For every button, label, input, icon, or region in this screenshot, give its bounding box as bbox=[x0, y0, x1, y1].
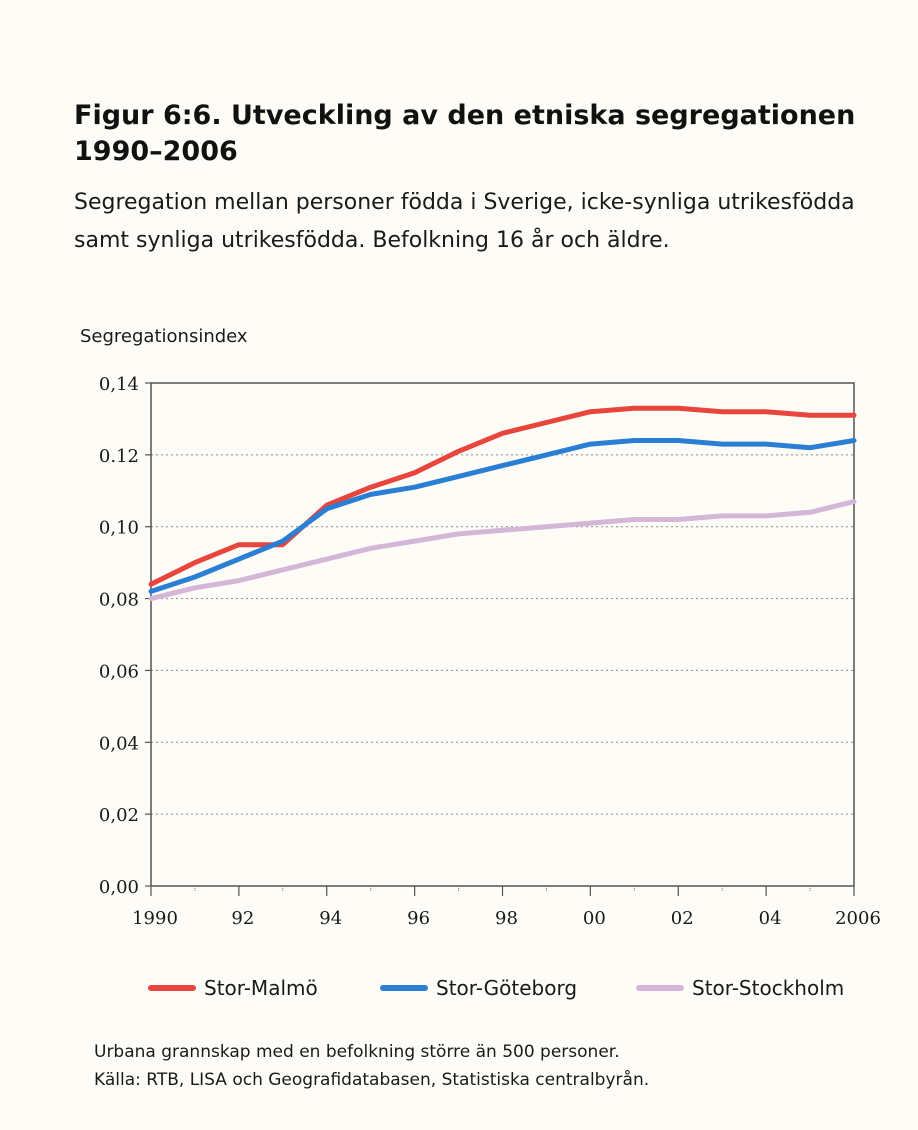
series-1-point-11 bbox=[632, 438, 637, 443]
series-0-point-11 bbox=[632, 406, 637, 411]
x-tick-label-6: 02 bbox=[671, 908, 694, 929]
legend-swatch-goteborg bbox=[380, 985, 428, 991]
legend-item-malmo: Stor-Malmö bbox=[148, 976, 318, 1000]
figure-subtitle: Segregation mellan personer födda i Sver… bbox=[74, 190, 855, 253]
series-1-point-8 bbox=[500, 463, 505, 468]
series-lines bbox=[148, 405, 857, 602]
x-tick-label-3: 96 bbox=[407, 908, 430, 929]
series-0-point-9 bbox=[544, 420, 549, 425]
line-chart: 0,00 0,02 0,04 0,06 0,08 0,10 0.12 0,14 1990 92 9… bbox=[99, 374, 881, 929]
series-0-point-7 bbox=[456, 449, 461, 454]
series-2-point-10 bbox=[588, 521, 593, 526]
y-tick-label-6: 0.12 bbox=[99, 446, 139, 467]
y-axis-label: Segregationsindex bbox=[80, 326, 248, 347]
series-0-point-0 bbox=[149, 582, 153, 587]
series-0-point-8 bbox=[500, 431, 505, 436]
series-0-point-13 bbox=[720, 409, 725, 414]
series-2-point-6 bbox=[412, 539, 417, 544]
x-tick-label-2: 94 bbox=[319, 908, 342, 929]
series-1-point-4 bbox=[324, 506, 329, 511]
source-text: Källa: RTB, LISA och Geografidatabasen, … bbox=[94, 1070, 650, 1090]
series-1-point-9 bbox=[544, 452, 549, 457]
y-tick-label-1: 0,02 bbox=[99, 805, 139, 826]
y-axis-ticks: 0,00 0,02 0,04 0,06 0,08 0,10 0.12 0,14 bbox=[99, 374, 151, 898]
series-0-point-15 bbox=[808, 413, 813, 418]
series-2-point-1 bbox=[192, 585, 197, 590]
series-2-point-0 bbox=[149, 596, 153, 601]
series-2-point-7 bbox=[456, 531, 461, 536]
series-2-point-11 bbox=[632, 517, 637, 522]
series-1-point-13 bbox=[720, 442, 725, 447]
legend-label-stockholm: Stor-Stockholm bbox=[692, 976, 845, 1000]
x-tick-label-1: 92 bbox=[231, 908, 254, 929]
legend-item-goteborg: Stor-Göteborg bbox=[380, 976, 577, 1000]
series-0-point-5 bbox=[368, 485, 373, 490]
series-1-point-0 bbox=[149, 589, 153, 594]
x-tick-label-4: 98 bbox=[495, 908, 518, 929]
series-0-point-2 bbox=[236, 542, 241, 547]
legend: Stor-Malmö Stor-Göteborg Stor-Stockholm bbox=[148, 976, 888, 1008]
series-2-point-5 bbox=[368, 546, 373, 551]
legend-item-stockholm: Stor-Stockholm bbox=[636, 976, 844, 1000]
series-0-point-14 bbox=[764, 409, 769, 414]
figure-title: Figur 6:6. Utveckling av den etniska seg… bbox=[74, 100, 856, 167]
series-1-point-16 bbox=[852, 438, 856, 443]
series-1-point-6 bbox=[412, 485, 417, 490]
series-2-point-14 bbox=[764, 513, 769, 518]
y-tick-label-4: 0,08 bbox=[99, 590, 139, 611]
y-tick-label-5: 0,10 bbox=[99, 518, 139, 539]
legend-label-goteborg: Stor-Göteborg bbox=[436, 976, 578, 1000]
series-0-point-10 bbox=[588, 409, 593, 414]
series-1-point-14 bbox=[764, 442, 769, 447]
legend-swatch-stockholm bbox=[636, 985, 684, 991]
x-tick-label-0: 1990 bbox=[132, 908, 178, 929]
series-0-point-12 bbox=[676, 406, 681, 411]
series-0-point-6 bbox=[412, 470, 417, 475]
series-1-point-3 bbox=[280, 539, 285, 544]
series-2-point-3 bbox=[280, 567, 285, 572]
note-text: Urbana grannskap med en befolkning störr… bbox=[94, 1042, 620, 1062]
grid-lines bbox=[151, 454, 854, 815]
y-tick-label-7: 0,14 bbox=[99, 374, 139, 395]
series-0-point-16 bbox=[852, 413, 856, 418]
series-2-point-8 bbox=[500, 528, 505, 533]
series-1-point-2 bbox=[236, 557, 241, 562]
series-2-point-2 bbox=[236, 578, 241, 583]
legend-label-malmo: Stor-Malmö bbox=[204, 976, 318, 1000]
x-tick-label-7: 04 bbox=[759, 908, 782, 929]
series-1-point-1 bbox=[192, 575, 197, 580]
y-tick-label-3: 0,06 bbox=[99, 661, 139, 682]
series-1-point-7 bbox=[456, 474, 461, 479]
plot-frame bbox=[150, 382, 855, 887]
series-1-point-12 bbox=[676, 438, 681, 443]
series-2-point-13 bbox=[720, 513, 725, 518]
series-2-point-9 bbox=[544, 524, 549, 529]
series-2-point-15 bbox=[808, 510, 813, 515]
series-0-point-1 bbox=[192, 560, 197, 565]
series-1-point-10 bbox=[588, 442, 593, 447]
legend-swatch-malmo bbox=[148, 985, 196, 991]
x-tick-label-5: 00 bbox=[583, 908, 606, 929]
series-2-point-12 bbox=[676, 517, 681, 522]
x-tick-label-8: 2006 bbox=[835, 908, 881, 929]
y-tick-label-2: 0,04 bbox=[99, 733, 139, 754]
series-2-point-16 bbox=[852, 499, 856, 504]
x-axis-ticks: 1990 92 94 96 98 00 02 04 2006 bbox=[132, 886, 881, 929]
series-2-point-4 bbox=[324, 557, 329, 562]
figure-notes: Urbana grannskap med en befolkning störr… bbox=[94, 1038, 874, 1094]
series-1-point-15 bbox=[808, 445, 813, 450]
y-tick-label-0: 0,00 bbox=[99, 877, 139, 898]
series-1-point-5 bbox=[368, 492, 373, 497]
